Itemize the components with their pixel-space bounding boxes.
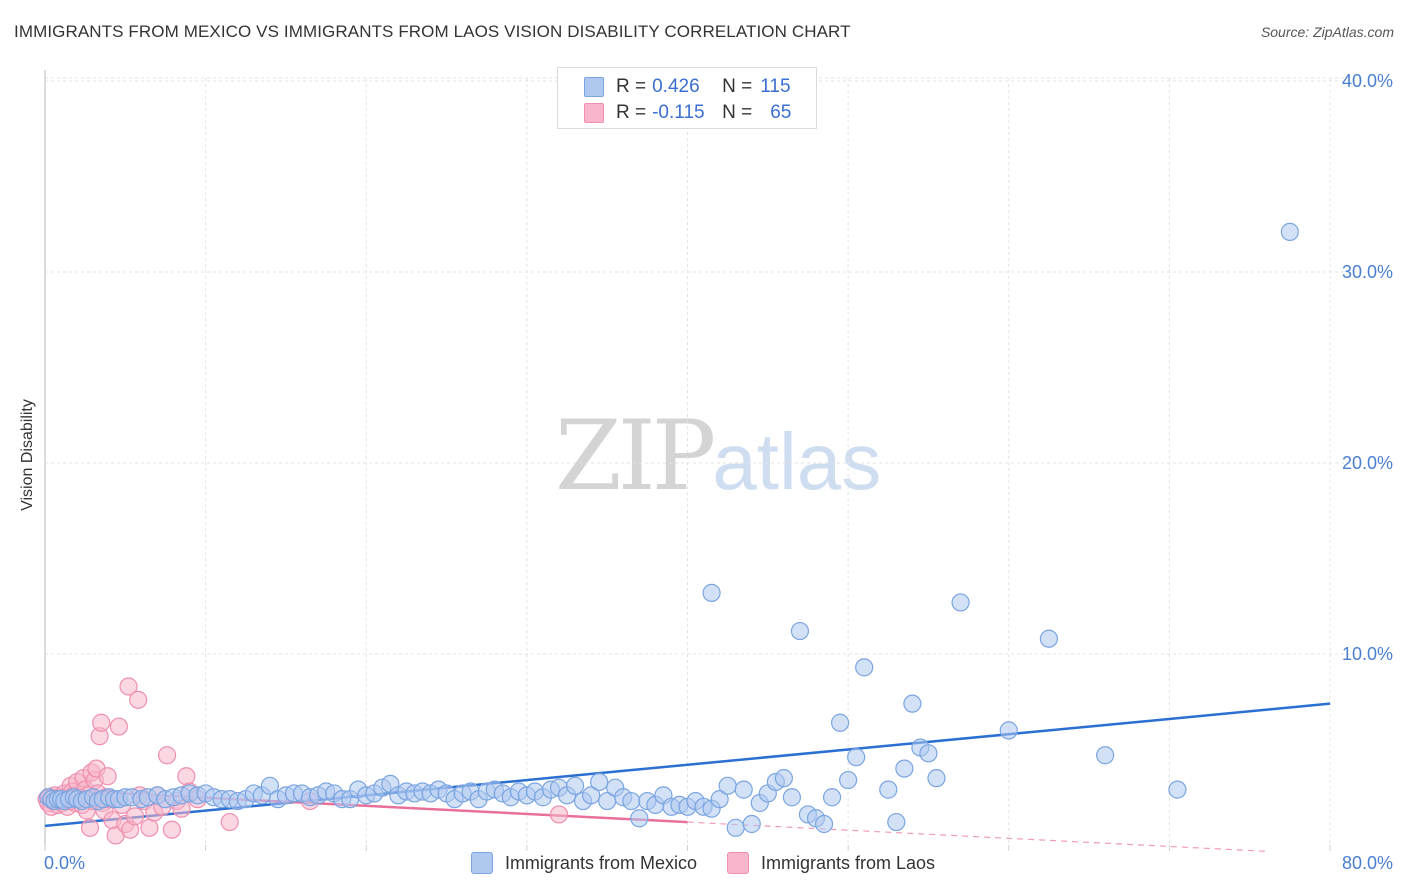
y-tick-label: 20.0% (1342, 453, 1393, 473)
chart-title: IMMIGRANTS FROM MEXICO VS IMMIGRANTS FRO… (14, 22, 851, 41)
laos-point (140, 818, 159, 837)
trend-line-mexico (44, 702, 1331, 828)
mexico-point (726, 818, 745, 837)
mexico-point (951, 593, 970, 612)
mexico-point (830, 713, 850, 732)
mexico-points-layer (39, 222, 1299, 837)
mexico-legend-swatch (470, 852, 493, 874)
legend-item-laos[interactable]: Immigrants from Laos (726, 852, 936, 874)
laos-point (125, 807, 145, 826)
legend-label-laos: Immigrants from Laos (760, 852, 936, 873)
n-value: 115 (760, 76, 791, 97)
mexico-point (782, 788, 802, 807)
r-value: -0.115 (652, 102, 705, 123)
mexico-point (630, 809, 649, 828)
mexico-point (855, 658, 874, 677)
r-label: R = (616, 102, 647, 123)
mexico-point (847, 748, 866, 767)
mexico-point (565, 776, 585, 795)
legend-item-mexico[interactable]: Immigrants from Mexico (470, 852, 697, 874)
mexico-point (903, 694, 922, 713)
source-label: Source: ZipAtlas.com (1260, 24, 1394, 40)
y-tick-label: 10.0% (1342, 644, 1393, 664)
legend-label-mexico: Immigrants from Mexico (504, 852, 697, 873)
mexico-point (895, 759, 914, 778)
mexico-point (879, 780, 898, 799)
mexico-swatch (584, 77, 604, 97)
y-tick-label: 40.0% (1342, 71, 1393, 91)
laos-points-layer (37, 677, 569, 845)
laos-swatch (584, 103, 604, 123)
n-label: N = (722, 76, 753, 97)
laos-point (220, 812, 239, 832)
laos-point (162, 820, 181, 839)
laos-point (129, 690, 148, 709)
n-value: 65 (770, 102, 792, 123)
n-label: N = (722, 102, 753, 123)
mexico-point (718, 776, 737, 795)
r-label: R = (616, 76, 647, 97)
r-value: 0.426 (652, 76, 700, 97)
mexico-point (790, 621, 810, 641)
mexico-point (710, 790, 729, 809)
laos-point (98, 767, 117, 786)
mexico-point (999, 721, 1018, 740)
mexico-point (1039, 629, 1059, 648)
laos-point (119, 677, 138, 696)
laos-point (157, 746, 177, 765)
laos-point (92, 713, 111, 732)
grid-layer (44, 70, 1365, 851)
mexico-point (1168, 780, 1187, 799)
trend-line-laos-extrapolated (687, 821, 1266, 852)
stats-row-mexico: R = 0.426 N = 115 (584, 76, 791, 98)
mexico-point (702, 583, 721, 602)
laos-point (109, 717, 128, 736)
laos-legend-swatch (726, 852, 749, 874)
mexico-point (742, 814, 761, 834)
mexico-point (734, 780, 753, 799)
mexico-point (927, 769, 946, 788)
mexico-point (839, 770, 858, 790)
x-tick-label: 80.0% (1342, 853, 1393, 873)
stats-row-laos: R = -0.115 N = 65 (584, 102, 791, 124)
mexico-point (1096, 746, 1115, 765)
mexico-point (260, 776, 279, 795)
laos-point (80, 818, 100, 837)
laos-point (549, 805, 569, 824)
series-legend: Immigrants from Mexico Immigrants from L… (0, 852, 1406, 874)
tick-layer: 10.0% 20.0% 30.0% 40.0% 0.0% 80.0% (44, 71, 1393, 873)
x-tick-label: 0.0% (44, 853, 85, 873)
mexico-point (774, 769, 793, 788)
y-tick-label: 30.0% (1342, 262, 1393, 282)
stats-legend: R = 0.426 N = 115 R = -0.115 N = 65 (557, 67, 817, 129)
mexico-point (1280, 222, 1299, 241)
mexico-point (814, 814, 834, 834)
mexico-point (590, 772, 609, 792)
mexico-point (582, 786, 601, 805)
mexico-point (919, 744, 938, 763)
mexico-point (887, 812, 906, 832)
laos-point (177, 767, 196, 786)
mexico-point (822, 788, 842, 807)
mexico-point (622, 791, 641, 811)
